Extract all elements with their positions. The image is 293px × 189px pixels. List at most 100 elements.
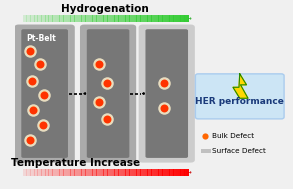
Bar (135, 15, 137, 22)
Bar (124, 15, 126, 22)
Point (29, 137, 34, 140)
Text: HER performance: HER performance (195, 97, 284, 106)
Point (29, 50, 34, 53)
Bar (59, 15, 61, 22)
Point (28, 137, 33, 140)
Point (27, 139, 32, 142)
Bar (150, 169, 152, 176)
Bar (132, 15, 134, 22)
Bar (88, 15, 90, 22)
Bar (180, 15, 182, 22)
Point (95, 62, 100, 65)
Bar (92, 169, 94, 176)
Bar (122, 15, 124, 22)
Bar (180, 169, 182, 176)
Bar (175, 15, 176, 22)
Bar (98, 15, 99, 22)
Point (39, 62, 43, 65)
Point (27, 137, 32, 140)
Bar (112, 15, 113, 22)
Bar (106, 15, 108, 22)
Bar (54, 15, 55, 22)
Bar (69, 15, 71, 22)
Bar (169, 169, 171, 176)
Point (162, 106, 166, 109)
Point (30, 81, 35, 84)
Point (29, 49, 34, 52)
Point (96, 101, 101, 104)
Point (42, 123, 46, 126)
Bar (73, 169, 75, 176)
Point (96, 62, 101, 65)
Point (28, 80, 33, 83)
Bar (98, 169, 99, 176)
Bar (51, 15, 53, 22)
Point (40, 123, 45, 126)
Bar (134, 169, 135, 176)
Bar (166, 15, 168, 22)
Point (28, 50, 33, 53)
Bar (67, 169, 69, 176)
FancyBboxPatch shape (139, 25, 195, 163)
Bar (166, 169, 168, 176)
Bar (130, 15, 131, 22)
Text: Bulk Defect: Bulk Defect (212, 133, 254, 139)
Bar (32, 15, 33, 22)
Bar (127, 169, 128, 176)
Bar (121, 15, 123, 22)
Bar (91, 169, 93, 176)
Bar (40, 15, 42, 22)
Bar (179, 15, 180, 22)
Point (105, 118, 110, 121)
Bar (138, 15, 139, 22)
Bar (30, 169, 32, 176)
Point (162, 107, 166, 110)
Bar (44, 169, 46, 176)
Point (103, 82, 108, 85)
Point (29, 138, 34, 141)
Bar (201, 149, 211, 153)
Bar (63, 169, 65, 176)
Point (98, 101, 102, 104)
Point (28, 139, 33, 142)
Point (96, 63, 101, 66)
Bar (168, 15, 170, 22)
Point (28, 50, 33, 53)
Point (160, 106, 165, 109)
Point (104, 83, 109, 86)
Point (38, 64, 42, 67)
Bar (87, 169, 88, 176)
Point (27, 50, 32, 53)
Bar (62, 169, 64, 176)
Point (105, 81, 110, 84)
Point (103, 117, 108, 120)
Bar (77, 169, 79, 176)
Point (39, 123, 43, 126)
Bar (105, 15, 106, 22)
Bar (28, 15, 29, 22)
Point (96, 64, 101, 67)
Bar (100, 15, 102, 22)
Bar (90, 15, 91, 22)
Bar (39, 169, 40, 176)
Point (30, 109, 34, 112)
Bar (76, 15, 77, 22)
Point (162, 106, 166, 109)
Point (41, 124, 46, 127)
Point (160, 82, 165, 85)
Bar (187, 169, 189, 176)
Point (202, 134, 207, 137)
Point (43, 92, 47, 95)
Bar (171, 169, 172, 176)
Bar (121, 169, 123, 176)
Point (42, 94, 46, 97)
Bar (29, 169, 31, 176)
Bar (179, 169, 180, 176)
Point (40, 124, 45, 127)
Bar (132, 169, 134, 176)
Point (32, 107, 36, 110)
Bar (168, 169, 170, 176)
Bar (33, 15, 35, 22)
Point (38, 62, 42, 65)
Bar (150, 15, 152, 22)
